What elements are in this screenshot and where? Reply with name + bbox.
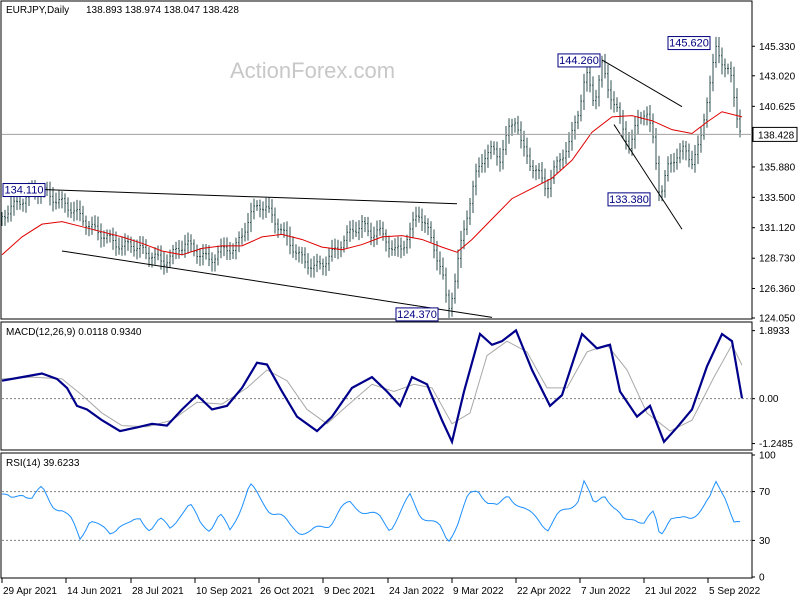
price-tick-label: 145.330 bbox=[759, 42, 796, 53]
date-tick-label: 7 Jun 2022 bbox=[581, 586, 631, 597]
date-tick-label: 24 Jan 2022 bbox=[389, 586, 444, 597]
trendline bbox=[41, 189, 458, 205]
date-tick-label: 28 Jul 2021 bbox=[132, 586, 184, 597]
date-tick-label: 22 Apr 2022 bbox=[517, 586, 571, 597]
price-tick-label: 143.020 bbox=[759, 71, 796, 82]
last-price-marker: 138.428 bbox=[2, 126, 798, 142]
macd-line bbox=[1, 328, 744, 446]
rsi-tick-label: 30 bbox=[759, 536, 771, 547]
last-price-label: 138.428 bbox=[758, 130, 795, 141]
date-axis: 29 Apr 2021 14 Jun 2021 28 Jul 2021 10 Sep … bbox=[1, 578, 761, 597]
price-callout-label: 145.620 bbox=[669, 38, 709, 50]
rsi-panel-frame bbox=[0, 452, 753, 579]
price-callout-label: 124.370 bbox=[397, 309, 437, 321]
trendline bbox=[613, 124, 683, 230]
price-tick-label: 133.500 bbox=[759, 193, 796, 204]
rsi-tick-label: 70 bbox=[759, 487, 771, 498]
macd-tick-label: 0.00 bbox=[759, 394, 779, 405]
price-callout-label: 133.380 bbox=[609, 194, 649, 206]
price-callout-box bbox=[667, 36, 711, 51]
price-callout-box bbox=[2, 183, 46, 198]
rsi-panel-title: RSI(14) 39.6233 bbox=[6, 458, 80, 469]
price-tick-label: 124.050 bbox=[759, 314, 796, 325]
date-tick-label: 5 Sep 2022 bbox=[709, 586, 761, 597]
price-tick-label: 140.625 bbox=[759, 102, 796, 113]
price-callout-box bbox=[607, 192, 651, 207]
date-tick-label: 14 Jun 2021 bbox=[67, 586, 122, 597]
last-price-tag bbox=[752, 126, 798, 142]
price-annotations: 134.110 124.370 144.260 145.620 133.380 bbox=[2, 36, 711, 322]
macd-tick-label: -1.2485 bbox=[759, 439, 793, 450]
price-panel-title: EURJPY,Daily bbox=[6, 5, 69, 16]
price-bars bbox=[1, 36, 741, 318]
price-tick-label: 128.730 bbox=[759, 254, 796, 265]
rsi-tick-label: 0 bbox=[759, 573, 765, 584]
moving-average bbox=[1, 111, 743, 256]
watermark: ActionForex.com bbox=[230, 58, 395, 83]
price-callout-label: 134.110 bbox=[5, 185, 44, 197]
date-tick-label: 26 Oct 2021 bbox=[260, 586, 315, 597]
date-tick-label: 21 Jul 2022 bbox=[645, 586, 697, 597]
price-tick-label: 131.120 bbox=[759, 223, 796, 234]
price-axis: 145.330143.020140.625138.235135.880133.5… bbox=[752, 42, 796, 325]
trendline bbox=[601, 59, 683, 108]
date-tick-label: 10 Sep 2021 bbox=[196, 586, 253, 597]
rsi-tick-label: 100 bbox=[759, 451, 776, 462]
rsi-indicator: 100 70 30 0 bbox=[1, 451, 776, 584]
price-tick-label: 126.360 bbox=[759, 284, 796, 295]
macd-indicator: 1.8933 0.00 -1.2485 bbox=[1, 326, 793, 450]
price-tick-label: 135.880 bbox=[759, 162, 796, 173]
date-tick-label: 9 Mar 2022 bbox=[453, 586, 504, 597]
rsi-line bbox=[1, 479, 741, 542]
price-callout-box bbox=[557, 53, 601, 68]
date-tick-label: 29 Apr 2021 bbox=[3, 586, 57, 597]
price-panel-frame bbox=[0, 0, 753, 320]
macd-signal-line bbox=[1, 340, 743, 432]
price-callout-label: 144.260 bbox=[559, 55, 599, 67]
ohlc-readout: 138.893 138.974 138.047 138.428 bbox=[86, 5, 239, 16]
trendlines bbox=[41, 59, 683, 318]
trendline bbox=[61, 250, 493, 318]
moving-average-line bbox=[1, 111, 743, 256]
macd-panel-frame bbox=[0, 321, 753, 451]
date-tick-label: 9 Dec 2021 bbox=[324, 586, 376, 597]
price-callout-box bbox=[395, 307, 439, 322]
macd-tick-label: 1.8933 bbox=[759, 326, 790, 337]
macd-panel-title: MACD(12,26,9) 0.0118 0.9340 bbox=[6, 327, 142, 338]
